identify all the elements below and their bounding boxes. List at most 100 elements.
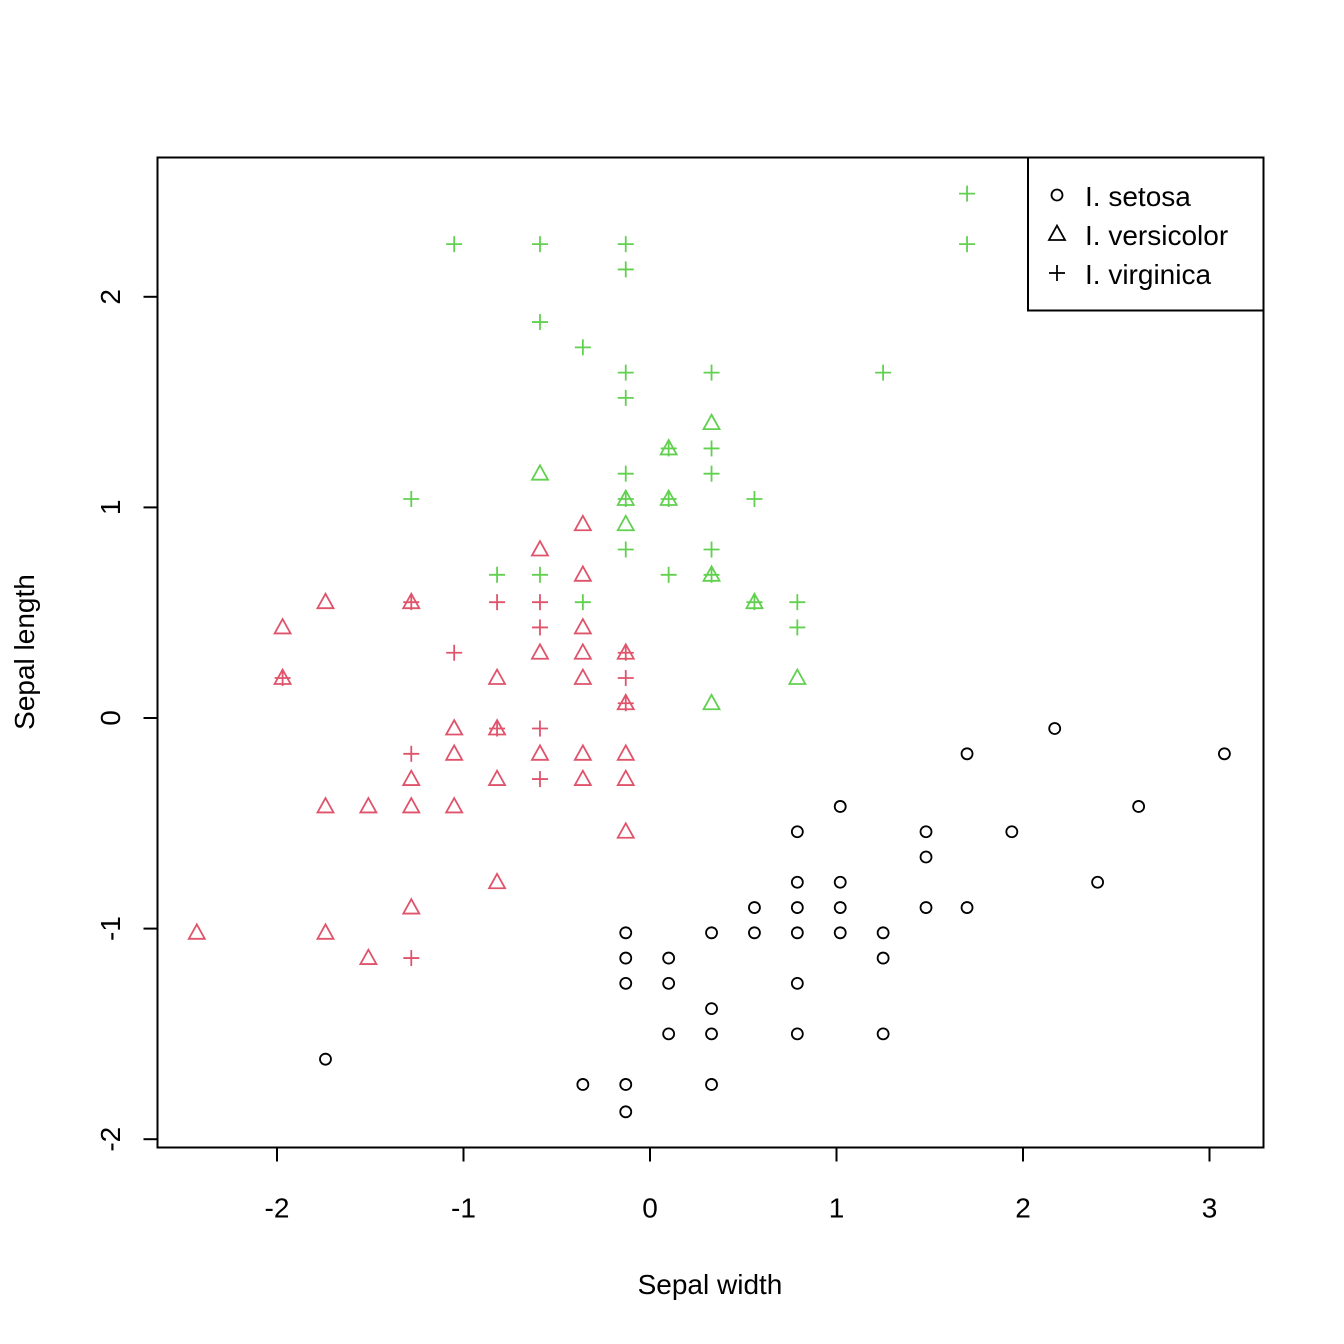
data-point-plus (617, 541, 634, 558)
y-tick-label: 2 (95, 289, 126, 305)
legend-symbol-plus (1049, 265, 1065, 281)
data-point-plus (703, 440, 720, 457)
data-point-plus (703, 566, 720, 583)
data-point-plus (617, 261, 634, 278)
data-point-triangle (487, 872, 507, 890)
data-point-plus (531, 236, 548, 253)
data-point-circle (876, 926, 890, 940)
data-point-circle (833, 875, 847, 889)
data-point-plus (446, 644, 463, 661)
data-point-circle (1048, 722, 1062, 735)
data-point-triangle (358, 947, 378, 965)
data-point-circle (619, 1105, 633, 1119)
data-point-triangle (401, 796, 421, 814)
data-point-triangle (444, 743, 464, 761)
data-point-circle (919, 850, 933, 864)
data-point-triangle (401, 897, 421, 915)
data-point-triangle (444, 796, 464, 814)
data-point-circle (876, 951, 890, 965)
data-point-circle (790, 1027, 804, 1041)
data-point-triangle (787, 667, 807, 685)
data-point-triangle (616, 743, 636, 761)
data-point-circle (1005, 825, 1019, 839)
data-point-plus (446, 236, 463, 253)
y-tick-label: 1 (95, 500, 126, 516)
data-point-triangle (573, 564, 593, 582)
data-point-triangle (616, 821, 636, 839)
data-point-triangle (315, 922, 336, 940)
legend-symbol-circle (1050, 188, 1064, 202)
x-tick-label: 1 (829, 1193, 845, 1224)
data-point-plus (746, 594, 763, 611)
data-point-triangle (444, 718, 464, 736)
data-point-plus (660, 490, 677, 507)
x-tick-label: 0 (642, 1193, 658, 1224)
data-point-plus (746, 490, 763, 507)
data-point-circle (833, 800, 847, 813)
data-point-triangle (573, 743, 593, 761)
data-point-circle (919, 901, 933, 914)
data-point-triangle (315, 796, 336, 814)
data-point-plus (789, 619, 806, 636)
legend-box (1027, 156, 1265, 312)
data-point-triangle (487, 768, 507, 786)
data-point-plus (403, 490, 420, 507)
data-point-plus (660, 440, 677, 457)
data-point-triangle (702, 412, 722, 431)
data-point-plus (531, 619, 548, 636)
data-point-triangle (273, 617, 293, 635)
data-point-circle (833, 926, 847, 940)
legend-label: I. versicolor (1085, 220, 1228, 251)
data-point-circle (790, 875, 804, 889)
data-point-plus (703, 465, 720, 482)
data-point-triangle (616, 768, 636, 786)
data-point-plus (789, 594, 806, 611)
y-axis-label: Sepal length (9, 574, 40, 730)
data-point-triangle (573, 768, 593, 786)
legend: I. setosa I. versicolor I. virginica (1027, 156, 1265, 312)
data-point-circle (876, 1027, 890, 1041)
data-point-triangle (530, 743, 550, 761)
data-point-plus (489, 720, 506, 737)
data-point-plus (703, 541, 720, 558)
data-point-circle (662, 1027, 676, 1041)
data-point-plus (617, 389, 634, 406)
data-point-plus (489, 594, 506, 611)
data-point-plus (489, 566, 506, 583)
data-point-triangle (530, 463, 550, 481)
data-point-circle (619, 1078, 633, 1091)
data-point-triangle (401, 768, 421, 786)
x-tick-label: 3 (1202, 1193, 1218, 1224)
data-point-plus (660, 566, 677, 583)
data-point-circle (619, 926, 633, 940)
data-point-circle (619, 951, 633, 965)
data-point-triangle (573, 642, 593, 660)
data-point-plus (875, 364, 892, 381)
data-point-triangle (530, 642, 550, 660)
data-point-circle (833, 901, 847, 914)
data-point-triangle (573, 617, 593, 635)
data-point-circle (662, 951, 676, 965)
data-point-triangle (573, 513, 593, 532)
y-tick-label: -2 (95, 1127, 126, 1152)
x-tick-label: 2 (1015, 1193, 1031, 1224)
data-point-circle (790, 926, 804, 940)
x-tick-label: -1 (451, 1193, 476, 1224)
data-point-plus (617, 669, 634, 686)
data-point-plus (574, 339, 591, 356)
data-point-plus (274, 669, 291, 686)
x-tick-label: -2 (265, 1193, 290, 1224)
data-point-plus (403, 745, 420, 762)
data-point-circle (1132, 800, 1146, 813)
y-tick-label: 0 (95, 710, 126, 726)
data-point-circle (919, 825, 933, 839)
legend-label: I. setosa (1085, 181, 1191, 212)
x-axis: -2 -1 0 1 2 3 (265, 1146, 1218, 1224)
data-points (187, 185, 1231, 1119)
data-point-circle (319, 1052, 332, 1066)
data-point-circle (960, 901, 974, 914)
data-point-triangle (573, 667, 593, 685)
data-point-circle (662, 976, 676, 990)
data-point-triangle (315, 591, 336, 610)
data-point-plus (959, 236, 976, 253)
